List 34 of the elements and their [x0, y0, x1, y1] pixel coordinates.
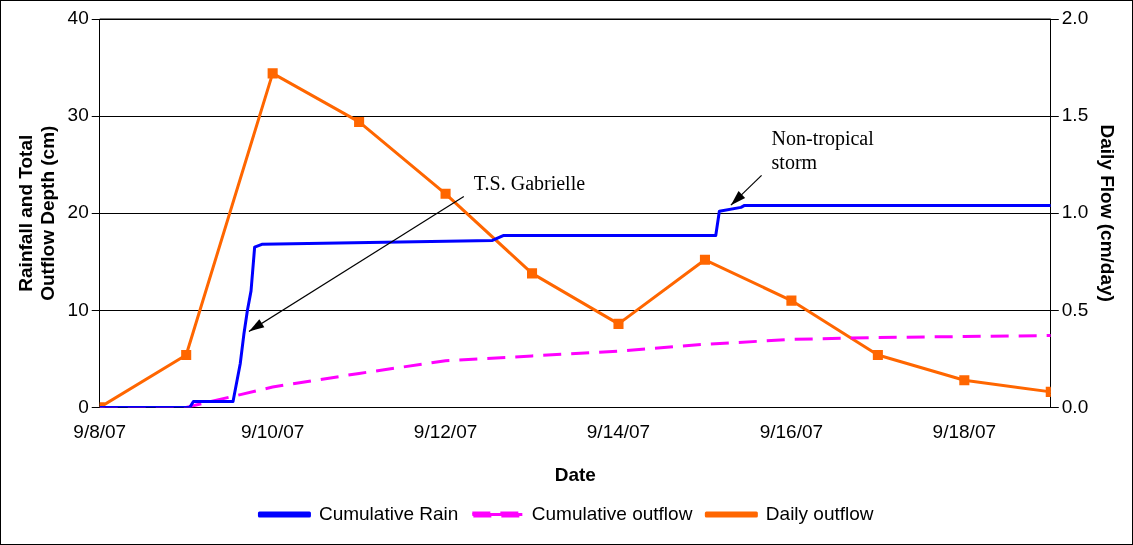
- y-tick-label: 10: [67, 298, 89, 320]
- point: [440, 188, 451, 199]
- y2-axis-title: Daily Flow (cm/day): [1097, 124, 1119, 302]
- point: [872, 349, 883, 360]
- y-tick-label: 0: [78, 395, 89, 417]
- annotation: Non-tropical storm: [771, 126, 875, 173]
- legend-label: Cumulative Rain: [318, 502, 459, 524]
- y2-tick-label: 1.0: [1061, 201, 1089, 223]
- point: [699, 254, 710, 265]
- y2-tick-label: 0.5: [1061, 298, 1089, 320]
- x-tick-label: 9/12/07: [413, 421, 478, 443]
- point: [959, 375, 970, 386]
- y-tick-label: 30: [67, 104, 89, 126]
- y2-tick-label: 1.5: [1061, 104, 1089, 126]
- y2-tick-label: 2.0: [1061, 7, 1089, 29]
- x-axis-title: Date: [554, 463, 596, 485]
- x-tick-label: 9/16/07: [759, 421, 824, 443]
- y-tick-label: 40: [67, 7, 89, 29]
- x-tick-label: 9/18/07: [932, 421, 997, 443]
- legend-label: Cumulative outflow: [531, 502, 693, 524]
- x-tick-label: 9/10/07: [240, 421, 305, 443]
- y-axis-title: Rainfall and Total Outflow Depth (cm): [14, 125, 59, 301]
- point: [613, 318, 624, 329]
- point: [527, 268, 538, 279]
- x-tick-label: 9/14/07: [586, 421, 651, 443]
- y-tick-label: 20: [67, 201, 89, 223]
- point: [354, 116, 365, 127]
- y2-tick-label: 0.0: [1061, 395, 1089, 417]
- point: [786, 295, 797, 306]
- point: [267, 68, 278, 79]
- point: [181, 349, 192, 360]
- legend-label: Daily outflow: [765, 502, 874, 524]
- x-tick-label: 9/8/07: [73, 421, 127, 443]
- annotation: T.S. Gabrielle: [473, 171, 586, 194]
